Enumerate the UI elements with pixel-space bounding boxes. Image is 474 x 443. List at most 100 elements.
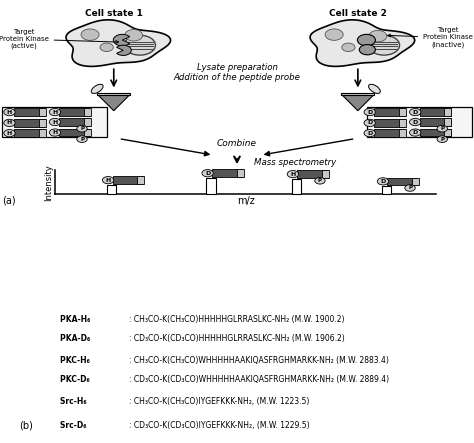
Text: Intensity: Intensity — [45, 164, 53, 201]
Circle shape — [410, 129, 421, 136]
Circle shape — [359, 45, 375, 55]
Circle shape — [4, 109, 15, 116]
Bar — [367, 107, 472, 137]
Bar — [39, 129, 46, 137]
Circle shape — [342, 43, 355, 51]
Text: P: P — [440, 126, 444, 131]
Text: D: D — [380, 179, 386, 184]
Bar — [382, 186, 391, 194]
Text: Combine: Combine — [217, 140, 257, 148]
Bar — [60, 108, 91, 116]
Text: H: H — [7, 109, 12, 115]
Circle shape — [77, 136, 87, 143]
Bar — [399, 119, 406, 127]
Text: H: H — [52, 130, 58, 135]
Text: Lysate preparation: Lysate preparation — [197, 63, 277, 72]
Text: Src-H₆: Src-H₆ — [60, 397, 90, 406]
Bar — [14, 119, 45, 127]
Text: P: P — [80, 137, 84, 142]
Text: H: H — [52, 109, 58, 115]
Circle shape — [287, 171, 299, 178]
Text: P: P — [80, 126, 84, 131]
Text: D: D — [205, 171, 210, 176]
Text: D: D — [412, 109, 418, 115]
Circle shape — [325, 29, 343, 40]
Bar — [388, 178, 419, 185]
Text: D: D — [367, 131, 373, 136]
Text: : CD₃CO-K(CD₃CO)HHHHHGLRRASLKC-NH₂ (M.W. 1906.2): : CD₃CO-K(CD₃CO)HHHHHGLRRASLKC-NH₂ (M.W.… — [129, 334, 345, 343]
Text: Mass spectrometry: Mass spectrometry — [254, 158, 336, 167]
Wedge shape — [113, 35, 130, 46]
Polygon shape — [97, 94, 130, 111]
Bar — [322, 171, 329, 178]
Bar — [237, 170, 244, 177]
Text: D: D — [412, 130, 418, 135]
Circle shape — [4, 119, 15, 127]
Text: P: P — [408, 186, 412, 190]
Circle shape — [49, 109, 61, 116]
Circle shape — [100, 43, 113, 51]
Text: D: D — [412, 120, 418, 124]
Bar — [84, 108, 91, 116]
Bar — [399, 129, 406, 137]
Bar — [84, 118, 91, 126]
Bar — [420, 118, 451, 126]
Circle shape — [81, 29, 99, 40]
Text: : CD₃CO-K(CD₃CO)IYGEFKKK-NH₂, (M.W. 1229.5): : CD₃CO-K(CD₃CO)IYGEFKKK-NH₂, (M.W. 1229… — [129, 421, 310, 430]
Circle shape — [102, 176, 114, 184]
Bar — [39, 108, 46, 116]
Bar — [39, 119, 46, 127]
Circle shape — [124, 35, 155, 55]
Text: D: D — [367, 109, 373, 115]
Circle shape — [410, 109, 421, 116]
Bar — [298, 171, 328, 178]
Bar — [412, 178, 419, 185]
Circle shape — [437, 136, 447, 143]
Bar — [14, 108, 45, 116]
FancyBboxPatch shape — [97, 93, 130, 95]
Text: : CD₃CO-K(CD₃CO)WHHHHHAAKIQASFRGHMARKK-NH₂ (M.W. 2889.4): : CD₃CO-K(CD₃CO)WHHHHHAAKIQASFRGHMARKK-N… — [129, 375, 389, 385]
Circle shape — [357, 35, 375, 46]
Ellipse shape — [369, 84, 380, 93]
Bar — [60, 118, 91, 126]
Text: Cell state 1: Cell state 1 — [85, 9, 143, 18]
Text: (a): (a) — [2, 195, 16, 205]
Bar — [84, 129, 91, 136]
Bar — [292, 179, 301, 194]
Text: Cell state 2: Cell state 2 — [329, 9, 387, 18]
Text: Src-D₆: Src-D₆ — [60, 421, 89, 430]
Circle shape — [202, 170, 213, 177]
Text: D: D — [367, 120, 373, 125]
Text: PKA-H₆: PKA-H₆ — [60, 315, 93, 324]
Circle shape — [364, 129, 375, 137]
Text: H: H — [7, 120, 12, 125]
Circle shape — [410, 118, 421, 126]
Text: : CH₃CO-K(CH₃CO)IYGEFKKK-NH₂, (M.W. 1223.5): : CH₃CO-K(CH₃CO)IYGEFKKK-NH₂, (M.W. 1223… — [129, 397, 309, 406]
Text: H: H — [290, 171, 296, 177]
Circle shape — [49, 129, 61, 136]
Bar — [107, 185, 116, 194]
Bar — [212, 170, 243, 177]
Bar — [444, 129, 451, 136]
Circle shape — [364, 109, 375, 116]
Circle shape — [49, 118, 61, 126]
Bar — [60, 129, 91, 136]
Text: : CH₃CO-K(CH₃CO)HHHHHGLRRASLKC-NH₂ (M.W. 1900.2): : CH₃CO-K(CH₃CO)HHHHHGLRRASLKC-NH₂ (M.W.… — [129, 315, 344, 324]
Bar — [206, 178, 216, 194]
Circle shape — [364, 119, 375, 127]
Circle shape — [4, 129, 15, 137]
PathPatch shape — [66, 20, 171, 66]
Circle shape — [368, 35, 400, 55]
Text: PKA-D₆: PKA-D₆ — [60, 334, 93, 343]
Text: H: H — [52, 120, 58, 124]
Circle shape — [77, 125, 87, 132]
Text: P: P — [440, 137, 444, 142]
Text: Target
Protein Kinase
(inactive): Target Protein Kinase (inactive) — [388, 27, 473, 48]
Circle shape — [369, 31, 387, 42]
Text: Addition of the peptide probe: Addition of the peptide probe — [173, 73, 301, 82]
Bar — [374, 119, 405, 127]
Text: PKC-D₆: PKC-D₆ — [60, 375, 92, 385]
Bar — [420, 108, 451, 116]
Circle shape — [377, 178, 389, 185]
Circle shape — [125, 30, 143, 41]
